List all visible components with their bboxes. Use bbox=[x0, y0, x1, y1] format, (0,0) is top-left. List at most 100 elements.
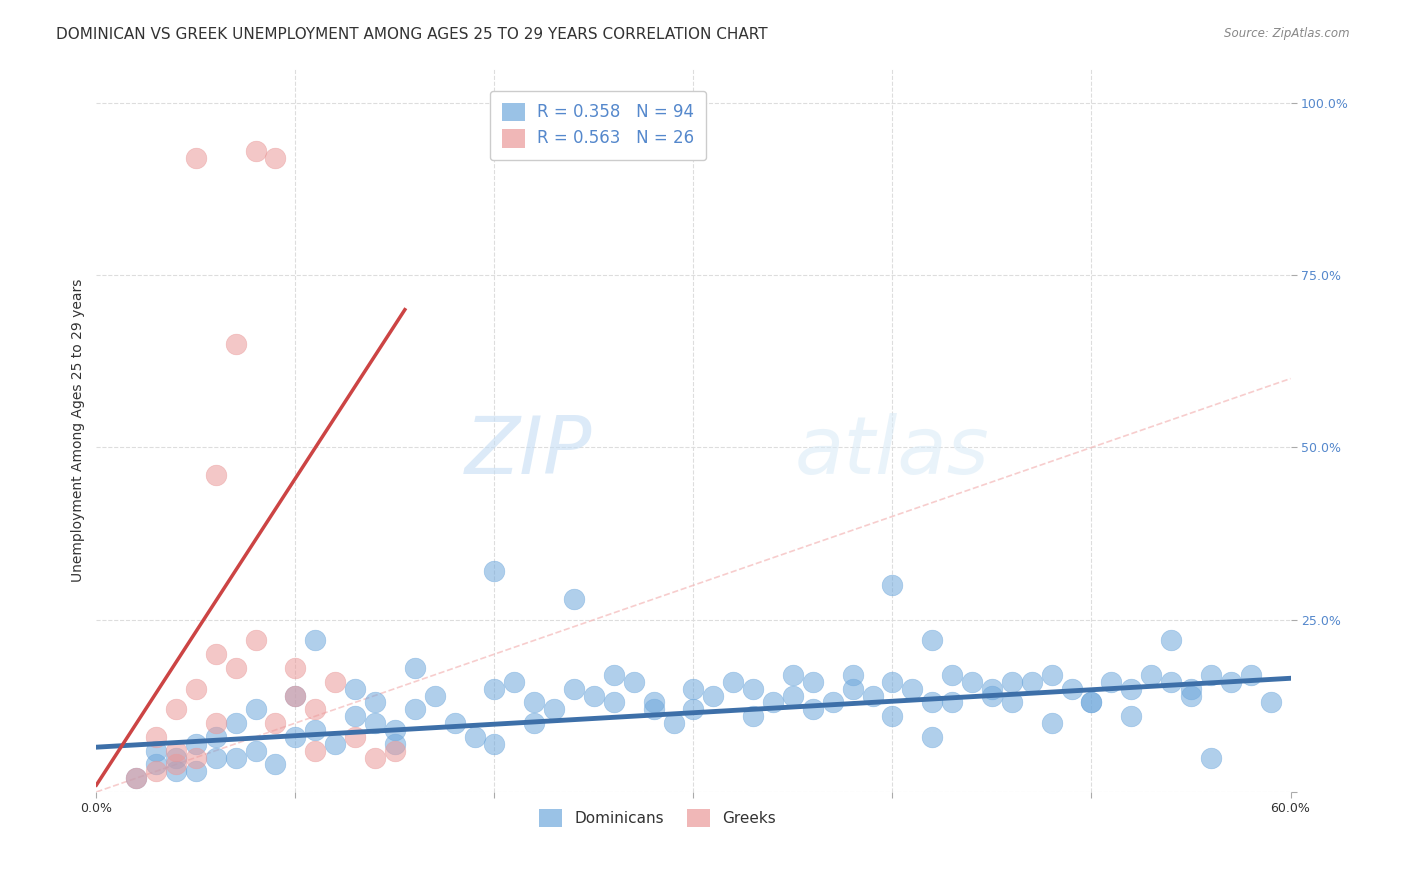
Point bbox=[145, 764, 167, 779]
Point bbox=[543, 702, 565, 716]
Text: ZIP: ZIP bbox=[464, 413, 592, 491]
Point bbox=[323, 737, 346, 751]
Point bbox=[245, 702, 267, 716]
Point bbox=[225, 716, 247, 731]
Point bbox=[463, 730, 485, 744]
Point bbox=[921, 695, 943, 709]
Point bbox=[204, 647, 226, 661]
Point bbox=[125, 771, 148, 785]
Point bbox=[921, 730, 943, 744]
Point bbox=[204, 750, 226, 764]
Point bbox=[1180, 689, 1202, 703]
Point bbox=[801, 702, 824, 716]
Point bbox=[523, 716, 546, 731]
Point bbox=[742, 709, 765, 723]
Point bbox=[643, 702, 665, 716]
Text: DOMINICAN VS GREEK UNEMPLOYMENT AMONG AGES 25 TO 29 YEARS CORRELATION CHART: DOMINICAN VS GREEK UNEMPLOYMENT AMONG AG… bbox=[56, 27, 768, 42]
Point bbox=[145, 730, 167, 744]
Point bbox=[1219, 674, 1241, 689]
Point bbox=[841, 668, 863, 682]
Point bbox=[184, 750, 207, 764]
Point bbox=[184, 681, 207, 696]
Point bbox=[1121, 709, 1143, 723]
Point bbox=[443, 716, 465, 731]
Point bbox=[1240, 668, 1263, 682]
Point bbox=[981, 689, 1004, 703]
Point bbox=[145, 744, 167, 758]
Point bbox=[782, 689, 804, 703]
Point bbox=[264, 151, 287, 165]
Point bbox=[821, 695, 844, 709]
Point bbox=[582, 689, 605, 703]
Point bbox=[723, 674, 745, 689]
Point bbox=[762, 695, 785, 709]
Point bbox=[344, 730, 367, 744]
Point bbox=[960, 674, 983, 689]
Point bbox=[623, 674, 645, 689]
Point bbox=[364, 695, 387, 709]
Point bbox=[184, 151, 207, 165]
Point bbox=[1160, 674, 1182, 689]
Point bbox=[204, 468, 226, 483]
Point bbox=[1140, 668, 1163, 682]
Point bbox=[404, 702, 426, 716]
Point bbox=[643, 695, 665, 709]
Point bbox=[841, 681, 863, 696]
Point bbox=[1180, 681, 1202, 696]
Point bbox=[503, 674, 526, 689]
Point bbox=[245, 633, 267, 648]
Point bbox=[304, 723, 326, 737]
Point bbox=[264, 716, 287, 731]
Point bbox=[225, 661, 247, 675]
Point bbox=[1199, 750, 1222, 764]
Point bbox=[1001, 695, 1024, 709]
Point bbox=[682, 702, 704, 716]
Point bbox=[1021, 674, 1043, 689]
Point bbox=[1121, 681, 1143, 696]
Point bbox=[184, 737, 207, 751]
Point bbox=[702, 689, 724, 703]
Point bbox=[344, 681, 367, 696]
Point bbox=[245, 145, 267, 159]
Point bbox=[603, 668, 626, 682]
Point bbox=[423, 689, 446, 703]
Point bbox=[1040, 668, 1063, 682]
Point bbox=[882, 578, 904, 592]
Point bbox=[603, 695, 626, 709]
Point bbox=[1060, 681, 1083, 696]
Point bbox=[484, 737, 506, 751]
Point bbox=[1199, 668, 1222, 682]
Point bbox=[204, 716, 226, 731]
Point bbox=[284, 689, 307, 703]
Point bbox=[682, 681, 704, 696]
Point bbox=[165, 764, 187, 779]
Point bbox=[981, 681, 1004, 696]
Point bbox=[364, 750, 387, 764]
Point bbox=[225, 337, 247, 351]
Point bbox=[225, 750, 247, 764]
Point bbox=[125, 771, 148, 785]
Point bbox=[941, 695, 963, 709]
Text: Source: ZipAtlas.com: Source: ZipAtlas.com bbox=[1225, 27, 1350, 40]
Point bbox=[562, 592, 585, 607]
Point bbox=[921, 633, 943, 648]
Y-axis label: Unemployment Among Ages 25 to 29 years: Unemployment Among Ages 25 to 29 years bbox=[72, 278, 86, 582]
Point bbox=[862, 689, 884, 703]
Point bbox=[384, 737, 406, 751]
Legend: Dominicans, Greeks: Dominicans, Greeks bbox=[531, 801, 783, 835]
Point bbox=[204, 730, 226, 744]
Point bbox=[384, 744, 406, 758]
Point bbox=[1001, 674, 1024, 689]
Point bbox=[662, 716, 685, 731]
Point bbox=[245, 744, 267, 758]
Point bbox=[384, 723, 406, 737]
Point bbox=[364, 716, 387, 731]
Point bbox=[1080, 695, 1102, 709]
Point bbox=[344, 709, 367, 723]
Point bbox=[165, 702, 187, 716]
Point bbox=[742, 681, 765, 696]
Point bbox=[1260, 695, 1282, 709]
Point bbox=[284, 689, 307, 703]
Point bbox=[882, 709, 904, 723]
Point bbox=[165, 750, 187, 764]
